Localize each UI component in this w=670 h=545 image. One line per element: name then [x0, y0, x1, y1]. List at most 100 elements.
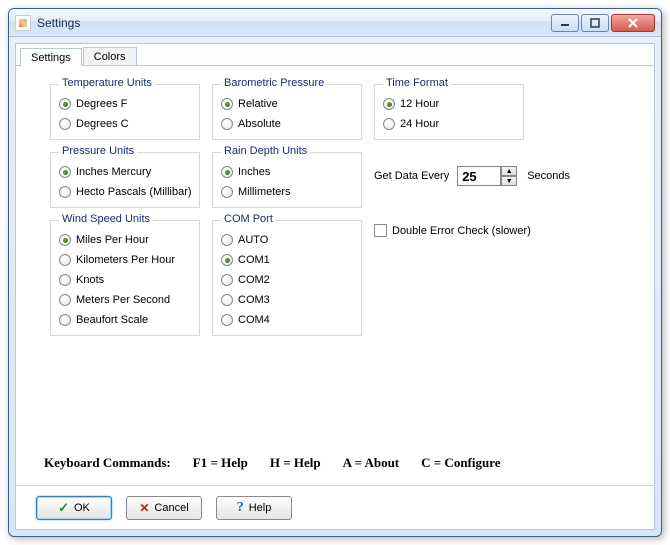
radio-row: Miles Per Hour	[51, 231, 199, 249]
get-data-suffix: Seconds	[527, 170, 570, 182]
question-icon: ?	[237, 500, 244, 516]
radio-wind[interactable]	[59, 274, 71, 286]
group-time: Time Format12 Hour24 Hour	[374, 84, 524, 140]
radio-wind[interactable]	[59, 234, 71, 246]
radio-time[interactable]	[383, 118, 395, 130]
get-data-value[interactable]: 25	[457, 166, 501, 186]
error-check-label: Double Error Check (slower)	[392, 225, 531, 237]
radio-label: Absolute	[238, 118, 281, 130]
get-data-spinner: ▲ ▼	[501, 166, 517, 186]
radio-row: Beaufort Scale	[51, 311, 199, 329]
ok-button[interactable]: ✓ OK	[36, 496, 112, 520]
radio-temp[interactable]	[59, 98, 71, 110]
tab-colors[interactable]: Colors	[83, 47, 137, 65]
get-data-prefix: Get Data Every	[374, 170, 449, 182]
radio-row: Meters Per Second	[51, 291, 199, 309]
radio-row: Absolute	[213, 115, 361, 133]
group-press: Pressure UnitsInches MercuryHecto Pascal…	[50, 152, 200, 208]
group-rain: Rain Depth UnitsInchesMillimeters	[212, 152, 362, 208]
settings-window: Settings Settings Colors Get Data Every …	[8, 8, 662, 537]
radio-row: Knots	[51, 271, 199, 289]
radio-label: Degrees C	[76, 118, 129, 130]
radio-row: Relative	[213, 95, 361, 113]
radio-wind[interactable]	[59, 254, 71, 266]
radio-label: 24 Hour	[400, 118, 439, 130]
radio-label: Inches	[238, 166, 270, 178]
radio-row: 24 Hour	[375, 115, 523, 133]
group-legend: Rain Depth Units	[221, 145, 310, 157]
radio-label: COM4	[238, 314, 270, 326]
radio-label: 12 Hour	[400, 98, 439, 110]
radio-row: Degrees F	[51, 95, 199, 113]
spin-up-button[interactable]: ▲	[501, 166, 517, 176]
radio-label: COM2	[238, 274, 270, 286]
radio-press[interactable]	[59, 186, 71, 198]
group-baro: Barometric PressureRelativeAbsolute	[212, 84, 362, 140]
radio-row: Degrees C	[51, 115, 199, 133]
radio-temp[interactable]	[59, 118, 71, 130]
radio-label: Inches Mercury	[76, 166, 151, 178]
help-button[interactable]: ? Help	[216, 496, 292, 520]
window-title: Settings	[37, 16, 549, 30]
radio-label: Millimeters	[238, 186, 291, 198]
radio-time[interactable]	[383, 98, 395, 110]
kbd-item: H = Help	[270, 455, 321, 471]
group-temp: Temperature UnitsDegrees FDegrees C	[50, 84, 200, 140]
error-check-row: Double Error Check (slower)	[374, 224, 531, 237]
group-legend: Time Format	[383, 77, 451, 89]
client-area: Settings Colors Get Data Every 25 ▲ ▼ Se…	[15, 43, 655, 530]
radio-row: Millimeters	[213, 183, 361, 201]
kbd-item: A = About	[343, 455, 400, 471]
radio-row: 12 Hour	[375, 95, 523, 113]
tab-settings[interactable]: Settings	[20, 48, 82, 66]
radio-com[interactable]	[221, 274, 233, 286]
radio-row: COM2	[213, 271, 361, 289]
group-legend: Wind Speed Units	[59, 213, 153, 225]
x-icon: ✕	[139, 501, 149, 515]
radio-com[interactable]	[221, 254, 233, 266]
radio-row: COM1	[213, 251, 361, 269]
titlebar[interactable]: Settings	[9, 9, 661, 37]
radio-label: COM3	[238, 294, 270, 306]
group-com: COM PortAUTOCOM1COM2COM3COM4	[212, 220, 362, 336]
error-check-checkbox[interactable]	[374, 224, 387, 237]
keyboard-commands: Keyboard Commands: F1 = Help H = Help A …	[44, 455, 626, 471]
kbd-item: F1 = Help	[193, 455, 248, 471]
radio-press[interactable]	[59, 166, 71, 178]
kbd-item: C = Configure	[421, 455, 500, 471]
close-button[interactable]	[611, 14, 655, 32]
radio-row: Kilometers Per Hour	[51, 251, 199, 269]
radio-baro[interactable]	[221, 98, 233, 110]
radio-row: Inches Mercury	[51, 163, 199, 181]
radio-baro[interactable]	[221, 118, 233, 130]
radio-label: Hecto Pascals (Millibar)	[76, 186, 192, 198]
radio-wind[interactable]	[59, 314, 71, 326]
check-icon: ✓	[58, 500, 69, 516]
radio-row: AUTO	[213, 231, 361, 249]
radio-com[interactable]	[221, 314, 233, 326]
button-bar: ✓ OK ✕ Cancel ? Help	[16, 485, 654, 529]
radio-com[interactable]	[221, 294, 233, 306]
radio-row: Hecto Pascals (Millibar)	[51, 183, 199, 201]
radio-label: Kilometers Per Hour	[76, 254, 175, 266]
radio-rain[interactable]	[221, 166, 233, 178]
app-icon	[15, 15, 31, 31]
radio-label: Meters Per Second	[76, 294, 170, 306]
radio-row: COM4	[213, 311, 361, 329]
group-wind: Wind Speed UnitsMiles Per HourKilometers…	[50, 220, 200, 336]
settings-panel: Get Data Every 25 ▲ ▼ Seconds Double Err…	[16, 66, 654, 485]
tab-strip: Settings Colors	[16, 44, 654, 66]
radio-com[interactable]	[221, 234, 233, 246]
cancel-button[interactable]: ✕ Cancel	[126, 496, 202, 520]
maximize-button[interactable]	[581, 14, 609, 32]
group-legend: Barometric Pressure	[221, 77, 327, 89]
radio-row: COM3	[213, 291, 361, 309]
radio-rain[interactable]	[221, 186, 233, 198]
spin-down-button[interactable]: ▼	[501, 176, 517, 186]
group-legend: Temperature Units	[59, 77, 155, 89]
minimize-button[interactable]	[551, 14, 579, 32]
get-data-row: Get Data Every 25 ▲ ▼ Seconds	[374, 166, 570, 186]
radio-wind[interactable]	[59, 294, 71, 306]
group-legend: Pressure Units	[59, 145, 137, 157]
kbd-title: Keyboard Commands:	[44, 455, 171, 471]
